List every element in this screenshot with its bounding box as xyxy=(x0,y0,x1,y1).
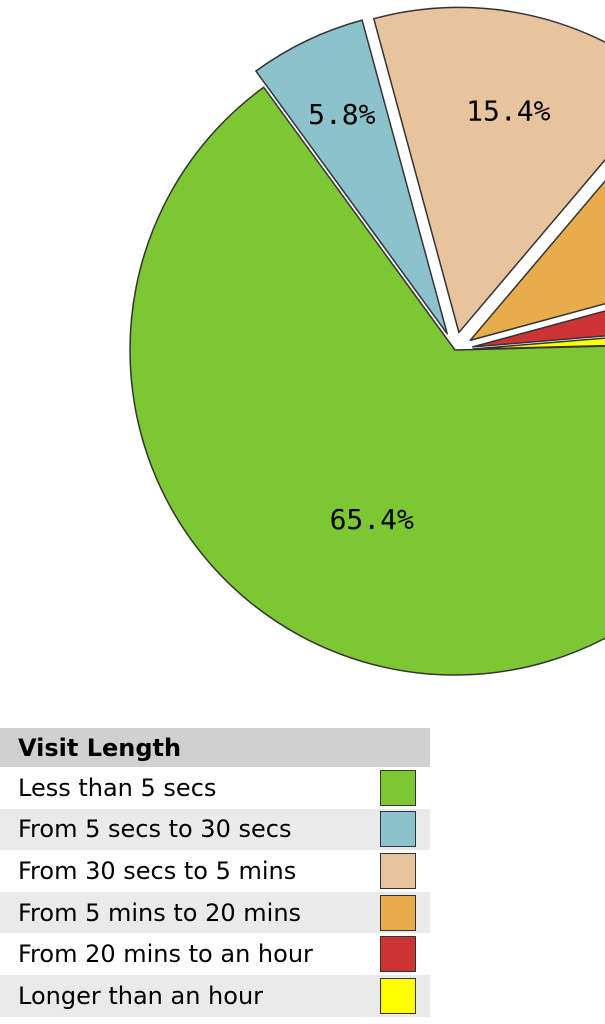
legend-swatch xyxy=(380,852,416,889)
legend-label: From 20 mins to an hour xyxy=(0,933,370,975)
legend-row: From 30 secs to 5 mins xyxy=(0,850,430,892)
legend-row: From 5 mins to 20 mins xyxy=(0,891,430,934)
pie-chart: 65.4% 5.8% 15.4% xyxy=(129,6,605,676)
legend-swatch xyxy=(380,811,416,848)
legend: Visit Length Less than 5 secs From 5 secs… xyxy=(0,728,430,1017)
pie-slice-4 xyxy=(469,179,605,342)
legend-row: From 20 mins to an hour xyxy=(0,933,430,975)
legend-label: From 5 secs to 30 secs xyxy=(0,808,370,851)
slice-label-2: 5.8% xyxy=(308,98,376,131)
legend-label: Less than 5 secs xyxy=(0,767,370,809)
legend-label: From 30 secs to 5 mins xyxy=(0,850,370,892)
legend-swatch xyxy=(380,977,416,1014)
legend-row: Less than 5 secs xyxy=(0,767,430,809)
legend-swatch xyxy=(380,936,416,973)
legend-label: From 5 mins to 20 mins xyxy=(0,891,370,934)
legend-title: Visit Length xyxy=(0,728,430,767)
pie-slice-6 xyxy=(472,337,605,350)
legend-swatch xyxy=(380,769,416,806)
slice-label-3: 15.4% xyxy=(466,94,550,127)
legend-row: Longer than an hour xyxy=(0,974,430,1017)
pie-slice-1 xyxy=(129,86,605,676)
pie-slice-5 xyxy=(471,310,605,348)
legend-swatch xyxy=(380,894,416,931)
legend-row: From 5 secs to 30 secs xyxy=(0,808,430,851)
legend-label: Longer than an hour xyxy=(0,974,370,1017)
slice-label-1: 65.4% xyxy=(330,503,414,536)
pie-slice-2 xyxy=(255,19,448,335)
pie-slice-3 xyxy=(373,6,605,334)
